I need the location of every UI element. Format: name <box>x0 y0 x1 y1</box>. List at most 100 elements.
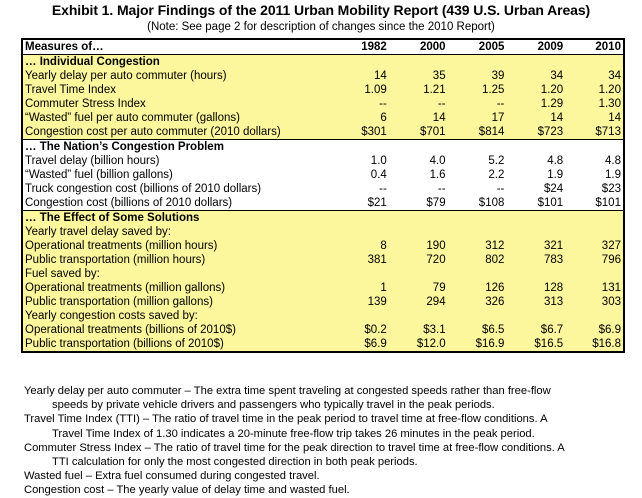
row-label: “Wasted” fuel per auto commuter (gallons… <box>22 111 330 125</box>
cell-value: $16.8 <box>565 337 624 352</box>
header-year-2005: 2005 <box>447 39 507 55</box>
cell-value: 6 <box>330 111 389 125</box>
cell-value: -- <box>330 97 389 111</box>
cell-value: 126 <box>447 281 507 295</box>
table-row: “Wasted” fuel per auto commuter (gallons… <box>22 111 624 125</box>
row-label: Public transportation (million gallons) <box>22 295 330 309</box>
cell-value: 1.30 <box>565 97 624 111</box>
row-label: Travel Time Index <box>22 83 330 97</box>
definition-line: Commuter Stress Index – The ratio of tra… <box>24 441 565 454</box>
definition-line: Yearly delay per auto commuter – The ext… <box>24 385 551 397</box>
definition-line: Congestion cost – The yearly value of de… <box>24 484 350 497</box>
section-effect-of-solutions: … The Effect of Some Solutions <box>22 210 624 225</box>
cell-value: -- <box>330 182 389 196</box>
table-row: “Wasted” fuel (billion gallons) 0.4 1.6 … <box>22 168 624 182</box>
table-header-row: Measures of… 1982 2000 2005 2009 2010 <box>22 39 624 55</box>
cell-value: $713 <box>565 125 624 140</box>
cell-value: $6.9 <box>565 323 624 337</box>
cell-value: 128 <box>506 281 566 295</box>
group-label: Yearly travel delay saved by: <box>22 225 624 239</box>
cell-value: 1.29 <box>506 97 566 111</box>
row-label: Yearly delay per auto commuter (hours) <box>22 69 330 83</box>
cell-value: 327 <box>565 239 624 253</box>
section-label: … The Effect of Some Solutions <box>22 210 624 225</box>
cell-value: -- <box>447 97 507 111</box>
cell-value: 8 <box>330 239 389 253</box>
cell-value: 14 <box>330 69 389 83</box>
cell-value: -- <box>447 182 507 196</box>
definition-continuation: TTI calculation for only the most conges… <box>52 456 418 469</box>
cell-value: $16.5 <box>506 337 566 352</box>
cell-value: $79 <box>388 196 448 211</box>
cell-value: -- <box>388 97 448 111</box>
exhibit-title: Exhibit 1. Major Findings of the 2011 Ur… <box>51 2 591 18</box>
cell-value: 796 <box>565 253 624 267</box>
row-label: Operational treatments (billions of 2010… <box>22 323 330 337</box>
table-row: Operational treatments (million gallons)… <box>22 281 624 295</box>
cell-value: 381 <box>330 253 389 267</box>
definitions: Yearly delay per auto commuter – The ext… <box>24 384 630 498</box>
cell-value: 313 <box>506 295 566 309</box>
definition-continuation: speeds by private vehicle drivers and pa… <box>52 399 495 412</box>
cell-value: 294 <box>388 295 448 309</box>
cell-value: $3.1 <box>388 323 448 337</box>
table-row: Operational treatments (billions of 2010… <box>22 323 624 337</box>
table-row: Public transportation (billions of 2010$… <box>22 337 624 352</box>
table-row: Operational treatments (million hours) 8… <box>22 239 624 253</box>
cell-value: $723 <box>506 125 566 140</box>
definition-line: Wasted fuel – Extra fuel consumed during… <box>24 470 320 483</box>
cell-value: 35 <box>388 69 448 83</box>
group-label: Fuel saved by: <box>22 267 624 281</box>
cell-value: 34 <box>506 69 566 83</box>
cell-value: -- <box>388 182 448 196</box>
row-label: Truck congestion cost (billions of 2010 … <box>22 182 330 196</box>
row-label: “Wasted” fuel (billion gallons) <box>22 168 330 182</box>
cell-value: 303 <box>565 295 624 309</box>
table-row: Commuter Stress Index -- -- -- 1.29 1.30 <box>22 97 624 111</box>
group-label: Yearly congestion costs saved by: <box>22 309 624 323</box>
cell-value: 79 <box>388 281 448 295</box>
cell-value: 1.09 <box>330 83 389 97</box>
cell-value: $101 <box>506 196 566 211</box>
row-label: Commuter Stress Index <box>22 97 330 111</box>
header-year-2000: 2000 <box>388 39 448 55</box>
cell-value: 34 <box>565 69 624 83</box>
cell-value: 0.4 <box>330 168 389 182</box>
exhibit-note: (Note: See page 2 for description of cha… <box>147 21 495 33</box>
cell-value: 1.9 <box>506 168 566 182</box>
cell-value: 326 <box>447 295 507 309</box>
cell-value: $108 <box>447 196 507 211</box>
cell-value: 720 <box>388 253 448 267</box>
cell-value: $21 <box>330 196 389 211</box>
cell-value: 1 <box>330 281 389 295</box>
cell-value: $301 <box>330 125 389 140</box>
header-year-1982: 1982 <box>330 39 389 55</box>
cell-value: $12.0 <box>388 337 448 352</box>
section-nations-congestion: … The Nation’s Congestion Problem <box>22 139 624 154</box>
section-individual-congestion: … Individual Congestion <box>22 54 624 69</box>
cell-value: 5.2 <box>447 154 507 168</box>
table-row: Yearly delay per auto commuter (hours) 1… <box>22 69 624 83</box>
table-row: Travel Time Index 1.09 1.21 1.25 1.20 1.… <box>22 83 624 97</box>
cell-value: $23 <box>565 182 624 196</box>
cell-value: 1.20 <box>506 83 566 97</box>
group-row: Fuel saved by: <box>22 267 624 281</box>
cell-value: 39 <box>447 69 507 83</box>
row-label: Travel delay (billion hours) <box>22 154 330 168</box>
findings-table: Measures of… 1982 2000 2005 2009 2010 … … <box>21 38 625 353</box>
cell-value: 4.8 <box>565 154 624 168</box>
cell-value: 4.8 <box>506 154 566 168</box>
cell-value: $6.7 <box>506 323 566 337</box>
cell-value: $814 <box>447 125 507 140</box>
cell-value: 1.20 <box>565 83 624 97</box>
cell-value: 4.0 <box>388 154 448 168</box>
cell-value: $0.2 <box>330 323 389 337</box>
cell-value: $6.9 <box>330 337 389 352</box>
cell-value: 131 <box>565 281 624 295</box>
cell-value: 1.0 <box>330 154 389 168</box>
header-year-2010: 2010 <box>565 39 624 55</box>
row-label: Public transportation (million hours) <box>22 253 330 267</box>
table-row: Truck congestion cost (billions of 2010 … <box>22 182 624 196</box>
cell-value: 139 <box>330 295 389 309</box>
cell-value: 1.9 <box>565 168 624 182</box>
